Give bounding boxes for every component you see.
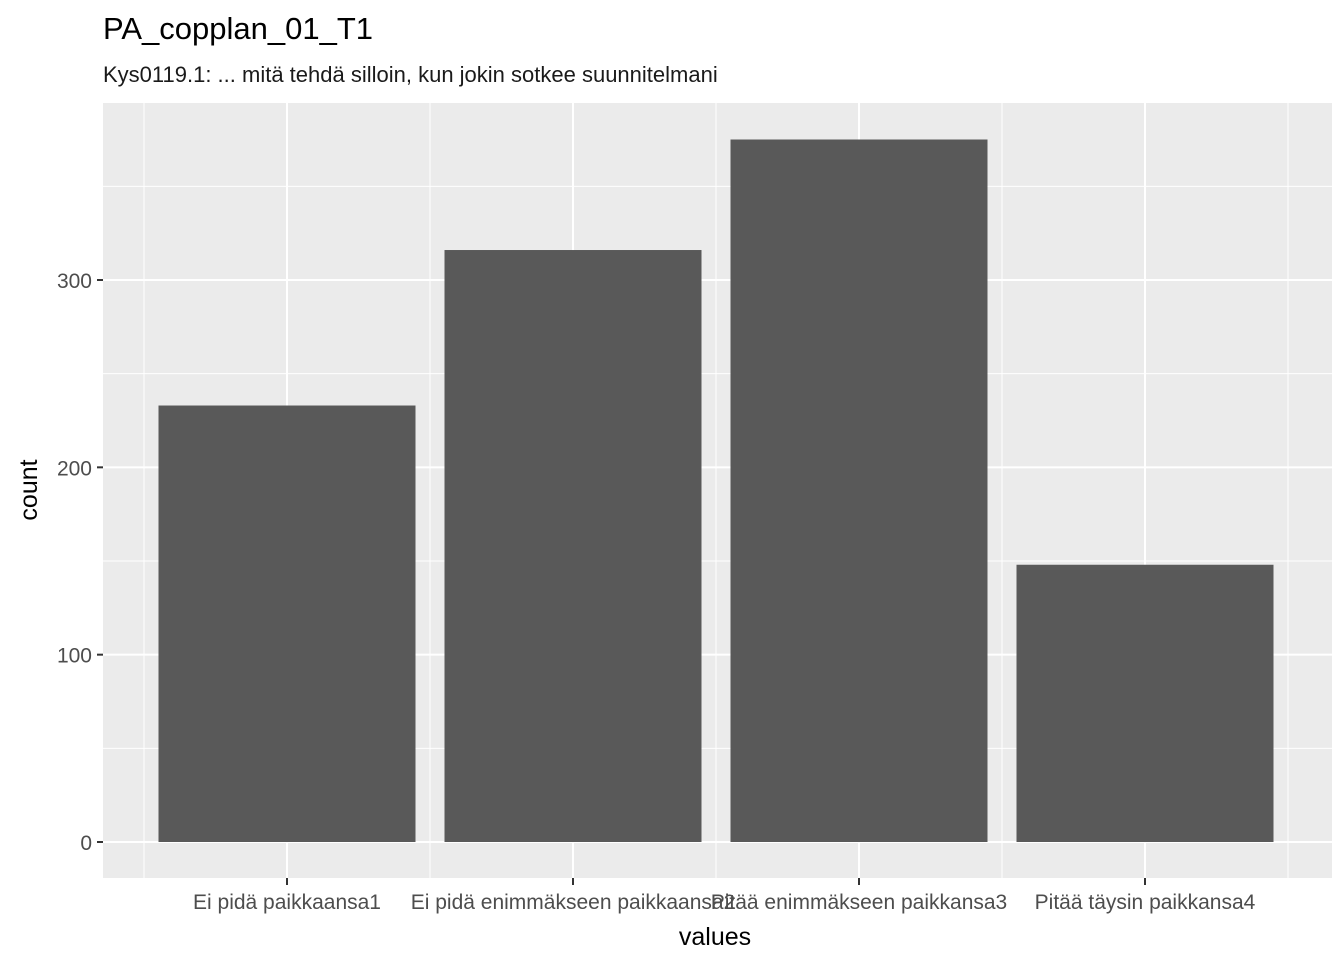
axes: 0 100 200 300 Ei pidä paikkaansa1 Ei pidä eni… — [57, 270, 1256, 914]
chart-title: PA_copplan_01_T1 — [103, 11, 374, 46]
bars — [158, 139, 1274, 842]
bar — [444, 250, 702, 842]
y-tick-label: 300 — [57, 270, 92, 293]
x-axis-title: values — [679, 923, 751, 951]
bar — [158, 405, 416, 842]
y-tick-label: 200 — [57, 457, 92, 480]
y-axis-title: count — [15, 459, 43, 520]
x-tick-label: Ei pidä paikkaansa1 — [193, 891, 381, 914]
bar — [1016, 564, 1274, 842]
x-tick-label: Pitää täysin paikkansa4 — [1035, 891, 1256, 914]
bar — [730, 139, 988, 842]
y-tick-label: 100 — [57, 645, 92, 668]
chart-subtitle: Kys0119.1: ... mitä tehdä silloin, kun j… — [103, 62, 718, 87]
x-tick-label: Ei pidä enimmäkseen paikkaansa2 — [411, 891, 736, 914]
x-tick-label: Pitää enimmäkseen paikkansa3 — [711, 891, 1008, 914]
y-tick-label: 0 — [80, 832, 92, 855]
